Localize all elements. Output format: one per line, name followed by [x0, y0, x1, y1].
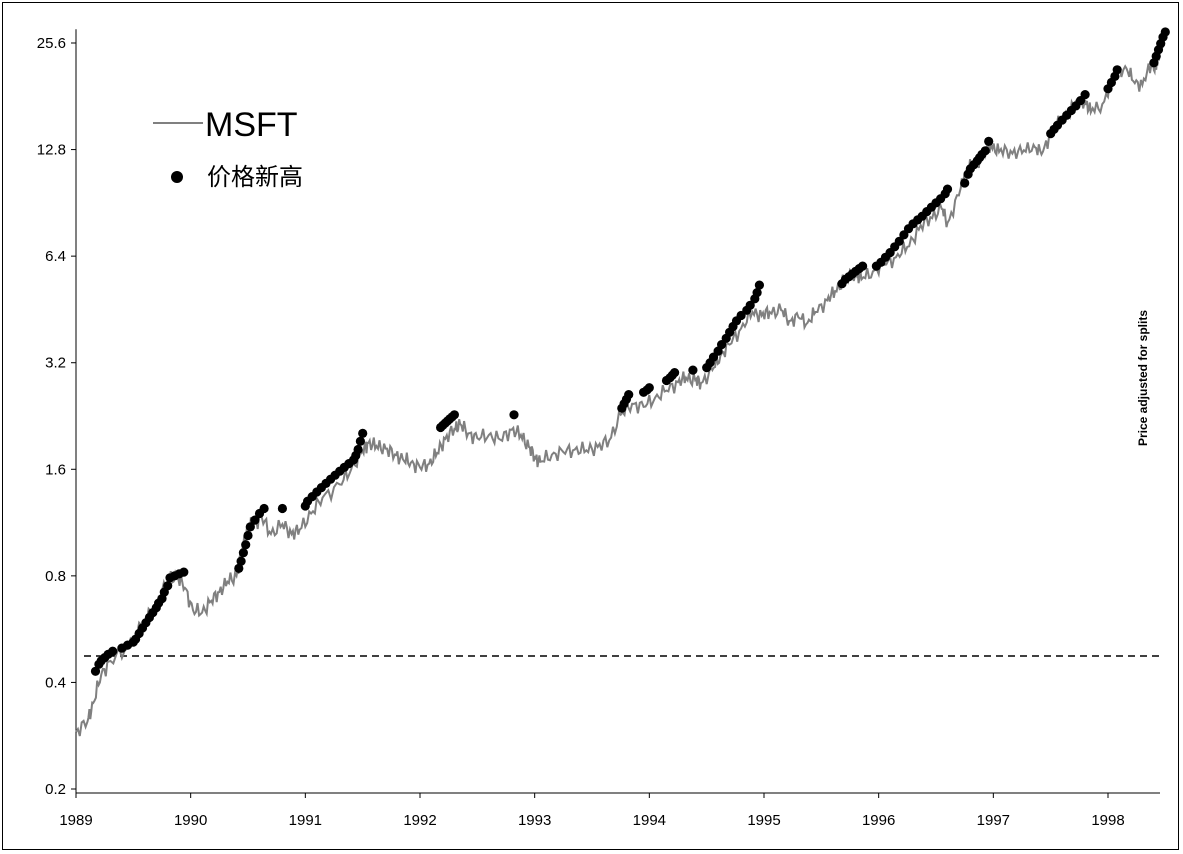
new-high-point — [858, 261, 868, 271]
new-high-point — [960, 178, 970, 188]
new-high-point — [745, 300, 755, 310]
new-high-point — [241, 540, 251, 550]
new-high-point — [353, 444, 363, 455]
new-high-point — [163, 581, 173, 591]
new-high-point — [942, 184, 953, 194]
legend-marker-swatch — [171, 171, 183, 183]
new-high-point — [670, 368, 680, 378]
new-high-point — [90, 666, 101, 676]
y-tick-label: 0.2 — [45, 781, 66, 798]
new-high-point — [894, 236, 904, 246]
axes: 0.2 0.4 0.8 1.6 3.2 6.4 12.8 25.6 1989 1990 1991 19… — [37, 29, 1160, 829]
y-tick-label: 0.4 — [45, 674, 66, 691]
new-high-point — [238, 548, 248, 558]
x-tick-label: 1996 — [862, 812, 895, 829]
new-high-point — [688, 365, 698, 375]
x-tick-label: 1994 — [633, 812, 666, 829]
new-high-point — [250, 515, 260, 525]
new-high-point — [108, 646, 118, 656]
x-tick-label: 1995 — [747, 812, 780, 829]
new-high-point — [984, 136, 994, 146]
new-high-markers-group — [90, 27, 1170, 676]
legend: MSFT 价格新高 — [153, 106, 303, 191]
new-high-point — [234, 563, 244, 574]
new-high-point — [245, 522, 255, 532]
new-high-point — [179, 567, 189, 577]
x-tick-label: 1992 — [403, 812, 436, 829]
price-adjusted-note: Price adjusted for splits — [1136, 310, 1150, 446]
new-high-point — [752, 288, 762, 298]
y-tick-label: 6.4 — [45, 248, 66, 265]
x-tick-label: 1990 — [174, 812, 207, 829]
y-tick-label: 0.8 — [45, 568, 66, 585]
new-high-point — [754, 280, 765, 290]
new-high-point — [449, 410, 459, 420]
new-high-point — [259, 503, 269, 514]
new-high-point — [243, 530, 253, 541]
new-high-point — [236, 556, 246, 566]
legend-series-label: MSFT — [205, 106, 298, 144]
x-tick-label: 1989 — [59, 812, 92, 829]
new-high-point — [1112, 65, 1122, 75]
x-tick-label: 1997 — [977, 812, 1010, 829]
new-high-point — [1160, 27, 1170, 37]
legend-marker-label: 价格新高 — [207, 163, 303, 191]
new-high-point — [355, 436, 365, 446]
x-tick-label: 1991 — [289, 812, 322, 829]
x-tick-label: 1993 — [518, 812, 551, 829]
new-high-point — [509, 410, 519, 420]
new-high-point — [717, 340, 727, 350]
y-tick-label: 3.2 — [45, 355, 66, 372]
new-high-point — [1080, 90, 1090, 100]
y-tick-label: 1.6 — [45, 461, 66, 478]
new-high-point — [358, 428, 368, 438]
new-high-point — [624, 390, 634, 400]
y-tick-label: 25.6 — [37, 35, 66, 52]
y-tick-label: 12.8 — [37, 142, 66, 159]
x-tick-label: 1998 — [1091, 812, 1124, 829]
new-high-point — [277, 503, 287, 514]
new-high-point — [644, 383, 654, 393]
new-high-point — [980, 146, 990, 156]
